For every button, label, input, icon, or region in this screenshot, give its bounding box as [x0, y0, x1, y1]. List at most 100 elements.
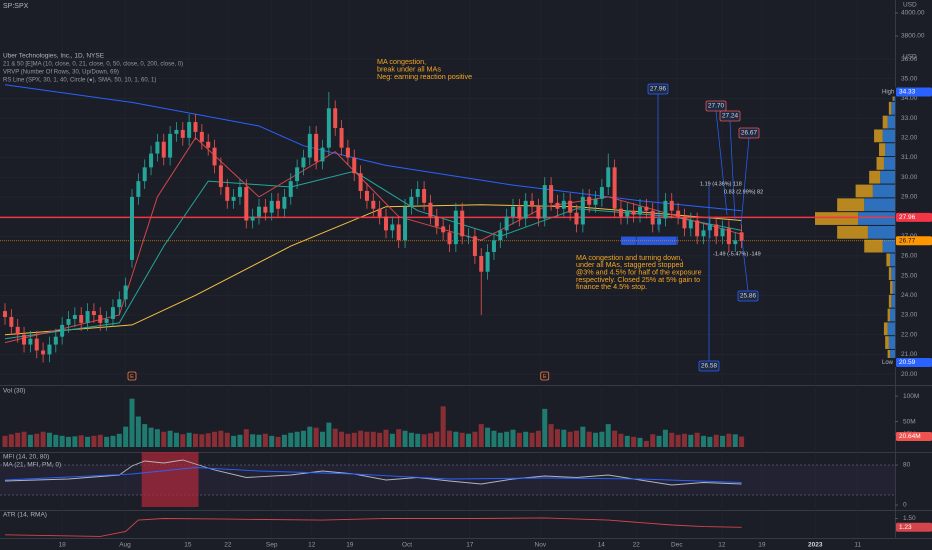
last-price-label-box	[896, 236, 932, 246]
volume-bar	[27, 434, 33, 447]
band-fill	[0, 465, 895, 495]
volume-bar	[72, 436, 78, 447]
x-tick-label: 18	[59, 542, 67, 549]
volume-bar	[427, 433, 433, 447]
candle-body	[53, 336, 58, 345]
candle-body	[549, 185, 554, 203]
profile-up	[888, 336, 895, 349]
volume-bar	[34, 433, 40, 447]
candle-body	[396, 224, 401, 241]
volume-bar	[389, 433, 395, 447]
profile-down	[885, 336, 889, 349]
x-tick-label: Dec	[671, 542, 683, 549]
candle-body	[3, 311, 7, 317]
candle-body	[663, 200, 668, 219]
chart-title: Uber Technologies, Inc., 1D, NYSE	[3, 53, 105, 60]
last-volume-label: 20.64M	[899, 433, 921, 440]
candle-body	[320, 147, 325, 162]
volume-bar	[116, 433, 122, 447]
volume-bar	[485, 427, 491, 447]
candle-body	[257, 206, 261, 217]
y-tick-label: 23.00	[901, 312, 918, 319]
volume-bar	[186, 432, 192, 447]
candle-body	[523, 200, 528, 219]
volume-bar	[46, 432, 52, 447]
annotation: Neg: earning reaction positive	[377, 72, 472, 81]
candle-body	[441, 226, 446, 233]
volume-bar	[91, 435, 97, 447]
annotation: break under all MAs	[377, 64, 441, 73]
volume-bar	[408, 432, 414, 447]
extreme-label-box	[896, 87, 932, 97]
candle-body	[250, 216, 255, 221]
callout-box	[719, 110, 741, 122]
candle-body	[479, 255, 484, 272]
volume-bar	[294, 431, 300, 447]
candle-body	[726, 228, 731, 245]
overlay-symbol: SP:SPX	[3, 3, 29, 10]
volume-bar	[535, 430, 541, 447]
volume-bar	[256, 434, 262, 447]
candle-body	[650, 210, 655, 225]
volume-bar	[580, 426, 586, 447]
volume-bar	[694, 432, 700, 447]
volume-bar	[199, 434, 205, 447]
callout-box	[698, 360, 720, 372]
candle-body	[403, 206, 408, 241]
indicator-legend: RS Line (SPX, 30, 1, 40, Circle (●), SMA…	[3, 78, 156, 84]
y-tick-label: 34.00	[901, 95, 918, 102]
volume-bar	[656, 435, 662, 447]
candle-body	[9, 316, 14, 327]
candle-body	[225, 187, 230, 201]
volume-bar	[529, 432, 535, 447]
candle-body	[168, 133, 173, 158]
volume-bar	[135, 416, 141, 447]
volume-bar	[123, 426, 129, 447]
last-value-label: 1.23	[899, 524, 912, 531]
volume-bar	[275, 436, 281, 447]
profile-down	[869, 170, 881, 184]
candle-body	[237, 187, 242, 197]
callout-label: 26.67	[741, 130, 758, 137]
candle-body	[422, 189, 427, 203]
volume-bar	[161, 431, 167, 447]
profile-up	[867, 225, 895, 239]
y-tick-label: 24.00	[901, 292, 918, 299]
volume-bar	[720, 435, 726, 447]
candle-body	[307, 133, 312, 158]
volume-bar	[523, 431, 529, 447]
moving-average	[4, 84, 742, 212]
candle-body	[60, 324, 65, 337]
profile-up	[891, 101, 895, 115]
candle-body	[568, 200, 573, 213]
candle-body	[511, 206, 515, 217]
candle-body	[72, 315, 77, 319]
annotation: MA congestion,	[377, 57, 426, 66]
candle-body	[688, 220, 693, 229]
candle-body	[682, 216, 687, 229]
candle-body	[669, 200, 674, 211]
candle-body	[472, 236, 477, 256]
hline-label: 27.96	[899, 214, 916, 221]
volume-bar	[281, 434, 287, 447]
candle-body	[193, 122, 198, 132]
candle-body	[79, 315, 84, 323]
candle-body	[733, 240, 738, 245]
indicator-legend: 21 & 50 [E]MA (10, close, 0, 21, close, …	[3, 62, 183, 68]
candle-body	[155, 141, 160, 154]
callout-line	[715, 110, 728, 216]
profile-down	[887, 308, 891, 322]
volume-bar	[313, 427, 319, 447]
candle-body	[180, 129, 185, 138]
y-tick-label: 25.00	[901, 272, 918, 279]
profile-down	[888, 294, 892, 308]
volume-bar	[193, 433, 198, 447]
candle-body	[187, 122, 192, 138]
y-tick-label: 50M	[903, 418, 916, 425]
callout-label: 25.86	[740, 293, 757, 300]
profile-down	[890, 281, 893, 294]
volume-bar	[66, 436, 71, 447]
x-tick-label: 14	[598, 542, 606, 549]
volume-bar	[262, 433, 268, 447]
